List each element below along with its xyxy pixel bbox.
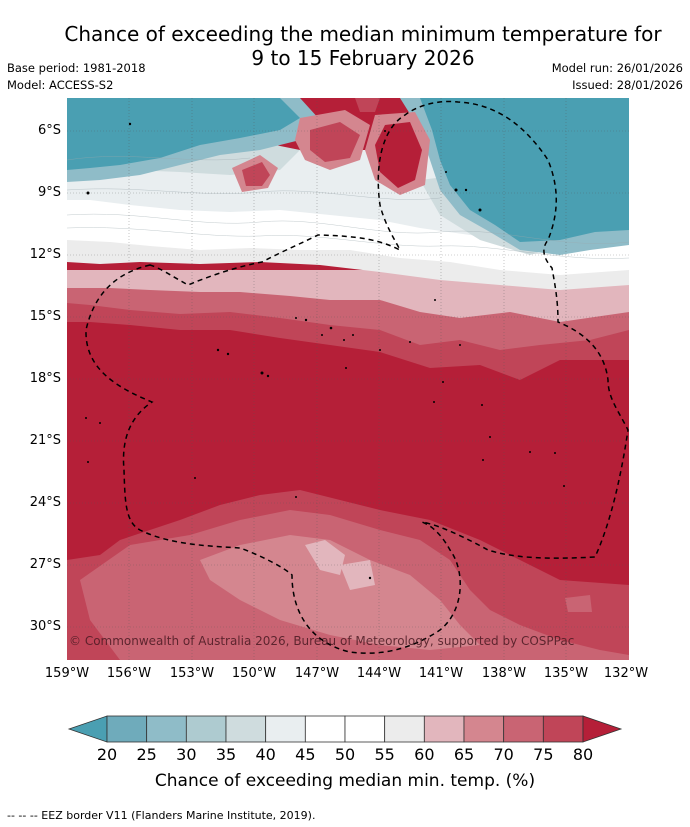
colorbar	[67, 715, 623, 743]
eez-border	[85, 100, 629, 654]
title-line-2: 9 to 15 February 2026	[251, 46, 475, 70]
hotspot-west-75	[242, 162, 270, 186]
lat-label: 21°S	[29, 433, 61, 448]
colorbar-high-arrow	[582, 715, 623, 743]
colorbar-tick-label: 25	[136, 745, 157, 764]
hotspot-north-75	[310, 122, 360, 162]
copyright-notice: © Commonwealth of Australia 2026, Bureau…	[69, 634, 575, 648]
colorbar-tick-label: 30	[176, 745, 197, 764]
colorbar-cell	[503, 715, 544, 743]
colorbar-cell	[265, 715, 306, 743]
field-south-60b	[340, 560, 375, 590]
colorbar-tick-label: 20	[96, 745, 118, 764]
contour-lines	[67, 156, 629, 259]
colorbar-tick-label: 55	[374, 745, 395, 764]
lon-label: 156°W	[106, 666, 152, 681]
colorbar-cell	[106, 715, 148, 743]
lat-label: 18°S	[29, 371, 61, 386]
meta-left: Base period: 1981-2018 Model: ACCESS-S2	[7, 60, 146, 94]
hotspot-top	[355, 98, 380, 112]
field-south-60	[305, 540, 345, 575]
islands	[85, 122, 565, 580]
probability-field	[67, 98, 629, 660]
lon-label: 135°W	[543, 666, 589, 681]
model-name: Model: ACCESS-S2	[7, 78, 114, 92]
lat-label: 15°S	[29, 309, 61, 324]
lon-label: 153°W	[169, 666, 215, 681]
lon-label: 150°W	[231, 666, 277, 681]
title-line-1: Chance of exceeding the median minimum t…	[64, 22, 662, 46]
colorbar-tick-label: 45	[295, 745, 316, 764]
lon-label: 144°W	[356, 666, 402, 681]
eez-legend-note: -- -- -- EEZ border V11 (Flanders Marine…	[7, 809, 316, 822]
lat-label: 6°S	[37, 123, 61, 138]
lat-label: 12°S	[29, 247, 61, 262]
colorbar-tick-label: 70	[493, 745, 514, 764]
colorbar-tick-label: 35	[215, 745, 237, 764]
model-run: Model run: 26/01/2026	[551, 61, 683, 75]
hotspot-se	[565, 595, 592, 612]
colorbar-cell	[344, 715, 386, 743]
field-20-nw	[67, 98, 300, 170]
field-20-ne	[420, 98, 629, 242]
colorbar-tick-label: 75	[533, 745, 554, 764]
colorbar-tick-label: 80	[572, 745, 594, 764]
colorbar-tick-label: 40	[255, 745, 276, 764]
lat-label: 9°S	[37, 185, 61, 200]
field-south-65	[200, 535, 480, 650]
colorbar-low-arrow	[67, 715, 108, 743]
colorbar-cell	[225, 715, 267, 743]
colorbar-cell	[384, 715, 425, 743]
colorbar-cell	[423, 715, 465, 743]
colorbar-cell	[185, 715, 227, 743]
colorbar-cell	[463, 715, 505, 743]
lon-label: 159°W	[44, 666, 90, 681]
issued-date: Issued: 28/01/2026	[572, 78, 683, 92]
map-title: Chance of exceeding the median minimum t…	[0, 22, 690, 70]
lon-label: 138°W	[481, 666, 527, 681]
lon-label: 147°W	[294, 666, 340, 681]
lon-label: 141°W	[418, 666, 464, 681]
colorbar-cell	[304, 715, 346, 743]
lon-label: 132°W	[603, 666, 649, 681]
colorbar-title: Chance of exceeding median min. temp. (%…	[154, 771, 536, 791]
hotspot-ne-80	[375, 122, 422, 188]
meta-right: Model run: 26/01/2026 Issued: 28/01/2026	[552, 60, 683, 94]
lat-label: 24°S	[29, 495, 61, 510]
colorbar-tick-label: 50	[334, 745, 356, 764]
base-period: Base period: 1981-2018	[7, 61, 146, 75]
colorbar-cells	[106, 715, 584, 743]
lat-label: 27°S	[29, 557, 61, 572]
lat-label: 30°S	[29, 619, 61, 634]
colorbar-cell	[542, 715, 584, 743]
colorbar-tick-label: 60	[414, 745, 435, 764]
colorbar-cell	[146, 715, 187, 743]
graticule	[67, 98, 629, 660]
colorbar-tick-label: 65	[453, 745, 475, 764]
